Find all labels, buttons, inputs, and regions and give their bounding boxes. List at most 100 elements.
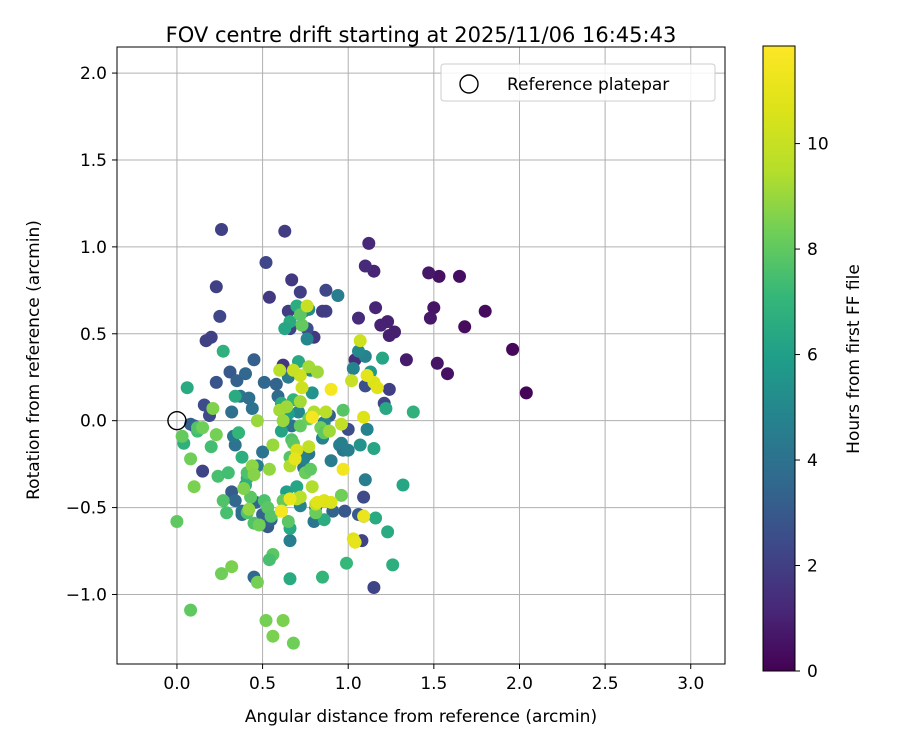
- data-point: [274, 504, 288, 518]
- data-point: [346, 362, 360, 375]
- data-point: [259, 614, 273, 627]
- data-point: [324, 454, 338, 468]
- data-point: [352, 344, 365, 358]
- data-point: [199, 334, 213, 348]
- data-point: [353, 438, 367, 452]
- colorbar-tick-label: 2: [807, 557, 818, 577]
- y-tick-label: 1.0: [80, 238, 107, 258]
- colorbar-gradient: [762, 45, 796, 672]
- y-axis-label: Rotation from reference (arcmin): [24, 220, 44, 500]
- data-point: [369, 511, 383, 525]
- data-point: [302, 440, 316, 454]
- data-point: [358, 473, 372, 487]
- data-point: [273, 363, 287, 377]
- data-point: [367, 442, 381, 455]
- data-point: [259, 256, 273, 269]
- legend-label: Reference platepar: [507, 75, 669, 95]
- data-point: [221, 466, 235, 480]
- data-point: [422, 266, 436, 280]
- data-point: [252, 518, 266, 532]
- data-point: [266, 438, 280, 452]
- data-point: [288, 452, 302, 466]
- data-point: [360, 369, 374, 382]
- data-point: [209, 428, 223, 442]
- x-tick-label: 0.5: [249, 674, 276, 694]
- data-point: [187, 480, 201, 494]
- y-tick-label: 0.0: [80, 412, 107, 432]
- data-point: [170, 515, 184, 528]
- y-tick-label: 2.0: [80, 64, 107, 84]
- data-point: [357, 509, 371, 523]
- data-point: [264, 509, 278, 523]
- data-point: [223, 365, 237, 379]
- data-point: [209, 375, 223, 389]
- data-point: [206, 402, 220, 415]
- data-point: [369, 301, 383, 315]
- data-point: [362, 236, 376, 250]
- data-point: [336, 403, 350, 417]
- data-point: [316, 570, 329, 584]
- data-point: [382, 382, 396, 396]
- data-point: [340, 556, 353, 570]
- y-tick-label: −1.0: [66, 585, 107, 605]
- data-point: [280, 400, 294, 414]
- data-point: [352, 311, 365, 325]
- data-point: [358, 259, 372, 273]
- x-axis-label: Angular distance from reference (arcmin): [245, 707, 597, 727]
- colorbar: 0 2 4 6 8 10 Hours from first FF file: [762, 45, 864, 682]
- data-point: [453, 269, 466, 283]
- data-point: [281, 515, 295, 528]
- y-tick-label: 0.5: [80, 325, 107, 345]
- data-point: [300, 332, 314, 346]
- data-point: [506, 342, 520, 356]
- data-point: [360, 422, 374, 436]
- data-point: [278, 322, 292, 336]
- colorbar-ticks: 0 2 4 6 8 10: [795, 135, 829, 682]
- data-point: [478, 304, 492, 318]
- data-point: [305, 410, 319, 424]
- data-point: [262, 290, 276, 304]
- data-point: [283, 572, 297, 586]
- data-point: [304, 462, 317, 476]
- reference-marker: [167, 410, 187, 431]
- data-point: [427, 301, 441, 315]
- data-point: [242, 391, 256, 405]
- x-axis-ticks: 0.0 0.5 1.0 1.5 2.0 2.5 3.0: [163, 664, 704, 694]
- data-point: [322, 424, 336, 438]
- data-points: [170, 223, 533, 650]
- x-tick-label: 2.5: [592, 674, 619, 694]
- x-tick-label: 3.0: [677, 674, 704, 694]
- data-point: [305, 386, 319, 400]
- data-point: [235, 450, 249, 464]
- legend: Reference platepar: [440, 63, 716, 102]
- data-point: [396, 478, 410, 492]
- data-point: [319, 405, 333, 419]
- data-point: [382, 329, 396, 342]
- colorbar-label: Hours from first FF file: [844, 264, 864, 454]
- data-point: [225, 405, 239, 419]
- data-point: [274, 424, 288, 438]
- data-point: [250, 414, 264, 428]
- data-point: [319, 283, 333, 297]
- data-point: [441, 367, 454, 381]
- data-point: [432, 269, 446, 283]
- data-point: [374, 318, 388, 332]
- data-point: [293, 308, 307, 322]
- data-point: [237, 482, 251, 495]
- data-point: [215, 567, 228, 581]
- data-point: [180, 381, 194, 395]
- data-point: [295, 318, 309, 332]
- data-point: [242, 502, 256, 516]
- data-point: [262, 462, 276, 476]
- data-point: [348, 535, 362, 549]
- data-point: [184, 452, 198, 466]
- data-point: [379, 402, 393, 415]
- x-tick-label: 0.0: [163, 674, 190, 694]
- data-point: [334, 436, 348, 450]
- data-point: [293, 395, 307, 409]
- data-point: [175, 429, 189, 443]
- data-point: [283, 534, 297, 548]
- data-point: [276, 614, 290, 627]
- data-point: [283, 492, 297, 506]
